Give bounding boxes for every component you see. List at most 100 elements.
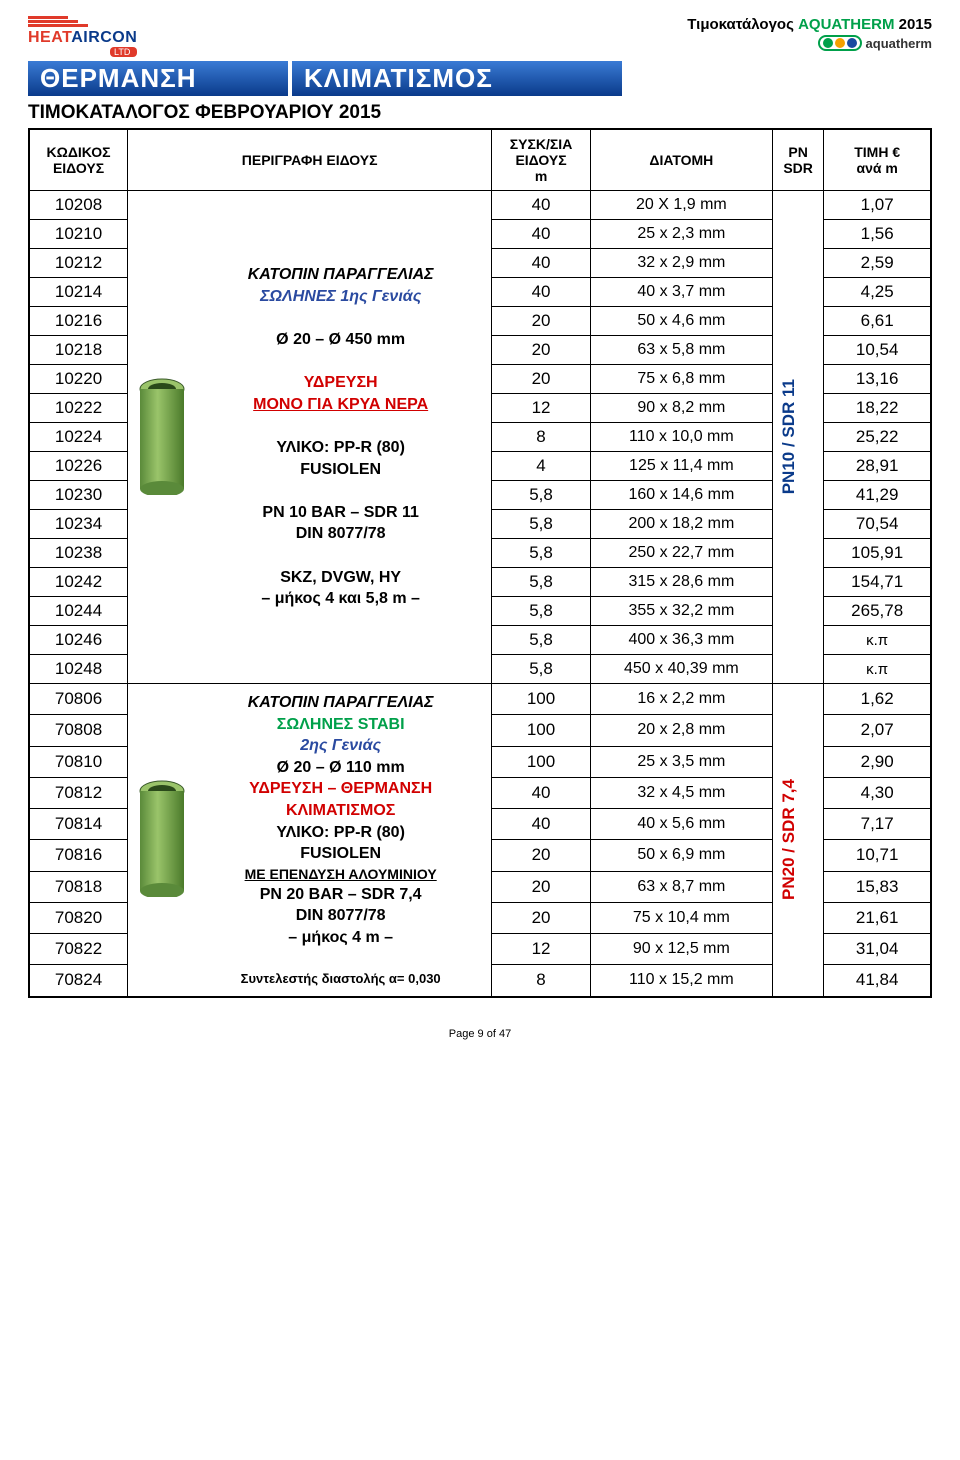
cell-price: 4,30 (824, 777, 931, 808)
cell-qty: 20 (492, 840, 591, 871)
table-row: 10208ΚΑΤΟΠΙΝ ΠΑΡΑΓΓΕΛΙΑΣΣΩΛΗΝΕΣ 1ης Γενι… (29, 191, 931, 220)
cell-price: 6,61 (824, 307, 931, 336)
banner-climate: ΚΛΙΜΑΤΙΣΜΟΣ (292, 61, 622, 96)
cell-qty: 40 (492, 249, 591, 278)
cell-dimension: 110 x 10,0 mm (590, 423, 772, 452)
cell-code: 70806 (29, 684, 128, 715)
cell-price: κ.π (824, 655, 931, 684)
cell-qty: 40 (492, 191, 591, 220)
cell-dimension: 63 x 5,8 mm (590, 336, 772, 365)
cell-price: 154,71 (824, 568, 931, 597)
cell-qty: 5,8 (492, 626, 591, 655)
cell-price: 25,22 (824, 423, 931, 452)
cell-code: 70814 (29, 809, 128, 840)
cell-qty: 40 (492, 220, 591, 249)
col-code: ΚΩΔΙΚΟΣΕΙΔΟΥΣ (29, 129, 128, 191)
cell-code: 10222 (29, 394, 128, 423)
cell-code: 10226 (29, 452, 128, 481)
cell-price: 1,07 (824, 191, 931, 220)
cell-code: 10216 (29, 307, 128, 336)
logo-aircon: AIRCON (71, 29, 137, 46)
cell-code: 70810 (29, 746, 128, 777)
cell-qty: 12 (492, 394, 591, 423)
col-pkg: ΣΥΣΚ/ΣΙΑΕΙΔΟΥΣm (492, 129, 591, 191)
cell-qty: 20 (492, 365, 591, 394)
cell-price: 2,07 (824, 715, 931, 746)
cell-dimension: 90 x 12,5 mm (590, 934, 772, 965)
cell-qty: 12 (492, 934, 591, 965)
cell-qty: 20 (492, 871, 591, 902)
cell-dimension: 40 x 3,7 mm (590, 278, 772, 307)
cell-price: 13,16 (824, 365, 931, 394)
cell-dimension: 75 x 6,8 mm (590, 365, 772, 394)
cell-dimension: 32 x 2,9 mm (590, 249, 772, 278)
cell-code: 70816 (29, 840, 128, 871)
cell-dimension: 355 x 32,2 mm (590, 597, 772, 626)
cell-dimension: 160 x 14,6 mm (590, 481, 772, 510)
cell-price: 1,62 (824, 684, 931, 715)
cell-code: 10246 (29, 626, 128, 655)
cell-dimension: 400 x 36,3 mm (590, 626, 772, 655)
cell-code: 10230 (29, 481, 128, 510)
cell-dimension: 25 x 2,3 mm (590, 220, 772, 249)
cell-dimension: 450 x 40,39 mm (590, 655, 772, 684)
cell-qty: 100 (492, 684, 591, 715)
cell-code: 10210 (29, 220, 128, 249)
cell-qty: 100 (492, 715, 591, 746)
cell-dimension: 75 x 10,4 mm (590, 902, 772, 933)
table-row: 70806ΚΑΤΟΠΙΝ ΠΑΡΑΓΓΕΛΙΑΣΣΩΛΗΝΕΣ STABI2ης… (29, 684, 931, 715)
cell-price: 2,90 (824, 746, 931, 777)
cell-qty: 5,8 (492, 510, 591, 539)
cell-description: ΚΑΤΟΠΙΝ ΠΑΡΑΓΓΕΛΙΑΣΣΩΛΗΝΕΣ STABI2ης Γενι… (128, 684, 492, 997)
cell-qty: 20 (492, 902, 591, 933)
cell-price: 41,29 (824, 481, 931, 510)
cell-code: 10218 (29, 336, 128, 365)
cell-dimension: 20 x 2,8 mm (590, 715, 772, 746)
cell-dimension: 50 x 6,9 mm (590, 840, 772, 871)
cell-qty: 20 (492, 336, 591, 365)
aquatherm-logo: aquatherm (687, 35, 932, 51)
cell-code: 70822 (29, 934, 128, 965)
cell-dimension: 40 x 5,6 mm (590, 809, 772, 840)
cell-dimension: 63 x 8,7 mm (590, 871, 772, 902)
cell-qty: 5,8 (492, 597, 591, 626)
cell-qty: 8 (492, 965, 591, 997)
col-desc: ΠΕΡΙΓΡΑΦΗ ΕΙΔΟΥΣ (128, 129, 492, 191)
cell-price: 1,56 (824, 220, 931, 249)
cell-dimension: 16 x 2,2 mm (590, 684, 772, 715)
table-header-row: ΚΩΔΙΚΟΣΕΙΔΟΥΣ ΠΕΡΙΓΡΑΦΗ ΕΙΔΟΥΣ ΣΥΣΚ/ΣΙΑΕ… (29, 129, 931, 191)
cell-code: 70818 (29, 871, 128, 902)
cell-code: 10234 (29, 510, 128, 539)
pipe-icon (136, 777, 188, 902)
cell-code: 10208 (29, 191, 128, 220)
cell-dimension: 250 x 22,7 mm (590, 539, 772, 568)
cell-dimension: 90 x 8,2 mm (590, 394, 772, 423)
price-table: ΚΩΔΙΚΟΣΕΙΔΟΥΣ ΠΕΡΙΓΡΑΦΗ ΕΙΔΟΥΣ ΣΥΣΚ/ΣΙΑΕ… (28, 128, 932, 998)
cell-price: 41,84 (824, 965, 931, 997)
catalog-title: Τιμοκατάλογος AQUATHERM 2015 (687, 16, 932, 33)
cell-code: 10244 (29, 597, 128, 626)
company-logo: HEATAIRCON LTD (28, 16, 137, 57)
cell-price: κ.π (824, 626, 931, 655)
logo-heat: HEAT (28, 29, 71, 46)
cell-code: 10212 (29, 249, 128, 278)
cell-price: 18,22 (824, 394, 931, 423)
logo-ltd: LTD (110, 47, 137, 57)
cell-price: 70,54 (824, 510, 931, 539)
banner-heating: ΘΕΡΜΑΝΣΗ (28, 61, 288, 96)
col-dim: ΔΙΑΤΟΜΗ (590, 129, 772, 191)
cell-code: 10248 (29, 655, 128, 684)
cell-price: 15,83 (824, 871, 931, 902)
cell-dimension: 20 X 1,9 mm (590, 191, 772, 220)
catalog-subtitle: ΤΙΜΟΚΑΤΑΛΟΓΟΣ ΦΕΒΡΟΥΑΡΙΟΥ 2015 (28, 102, 932, 124)
cell-code: 10242 (29, 568, 128, 597)
cell-price: 105,91 (824, 539, 931, 568)
cell-dimension: 200 x 18,2 mm (590, 510, 772, 539)
cell-qty: 4 (492, 452, 591, 481)
cell-dimension: 125 x 11,4 mm (590, 452, 772, 481)
cell-qty: 20 (492, 307, 591, 336)
cell-qty: 100 (492, 746, 591, 777)
cell-qty: 40 (492, 809, 591, 840)
cell-code: 70824 (29, 965, 128, 997)
cell-code: 70812 (29, 777, 128, 808)
